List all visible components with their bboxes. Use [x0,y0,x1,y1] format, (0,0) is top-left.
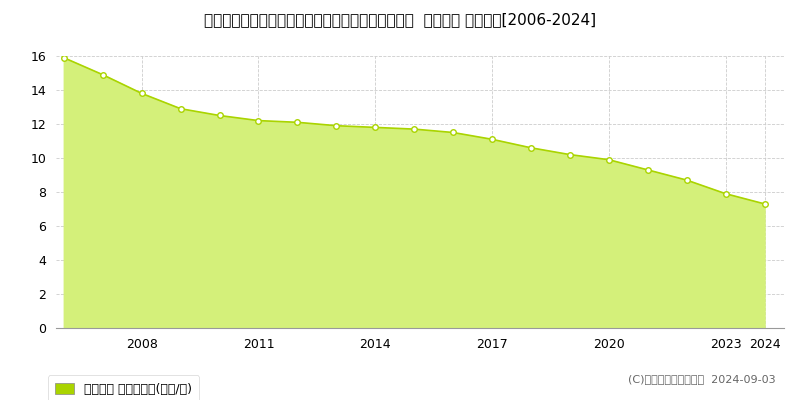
Legend: 地価公示 平均坪単価(万円/坪): 地価公示 平均坪単価(万円/坪) [48,375,199,400]
Text: (C)土地価格ドットコム  2024-09-03: (C)土地価格ドットコム 2024-09-03 [628,374,776,384]
Text: 愛知県知多郡南知多町大字師崎字神戸浦１７７番１  地価公示 地価推移[2006-2024]: 愛知県知多郡南知多町大字師崎字神戸浦１７７番１ 地価公示 地価推移[2006-2… [204,12,596,27]
